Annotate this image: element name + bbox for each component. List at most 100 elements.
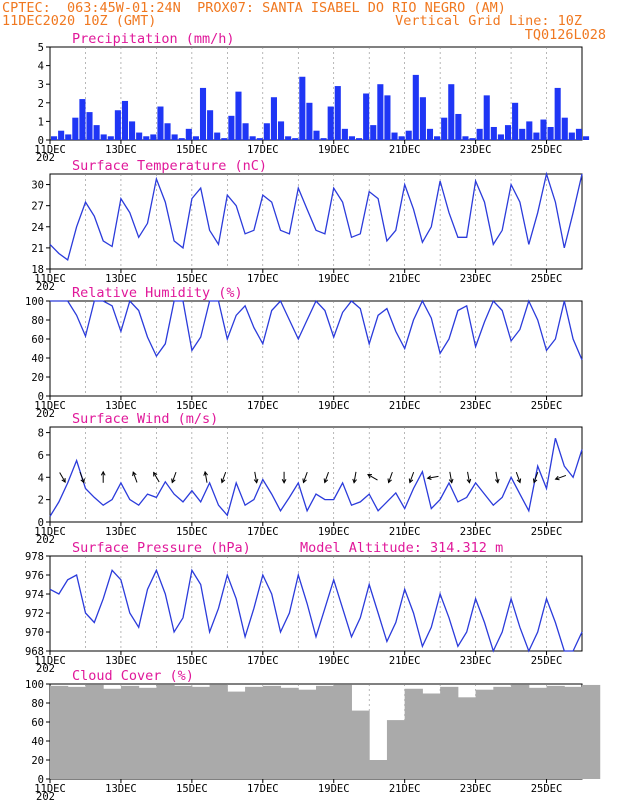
x-tick-label: 21DEC bbox=[389, 273, 421, 285]
precip-bar bbox=[547, 126, 554, 140]
precip-bar bbox=[185, 128, 192, 140]
precip-bar bbox=[285, 136, 292, 140]
precip-bar bbox=[455, 113, 462, 140]
x-tick-label: 17DEC bbox=[247, 400, 279, 412]
x-year-label: 202 bbox=[36, 791, 55, 800]
cloud-cover-bar bbox=[227, 691, 246, 779]
precip-bar bbox=[377, 84, 384, 140]
wind-arrow-head bbox=[203, 470, 208, 476]
x-tick-label: 11DEC bbox=[34, 400, 66, 412]
x-tick-label: 25DEC bbox=[531, 273, 563, 285]
precip-bar bbox=[575, 128, 582, 140]
panel-title: Relative Humidity (%) bbox=[72, 285, 243, 301]
wind-arrow-head bbox=[323, 478, 329, 484]
panel-0 bbox=[46, 46, 590, 144]
series-line bbox=[49, 568, 583, 653]
wind-arrow-head bbox=[302, 478, 307, 484]
x-tick-label: 15DEC bbox=[176, 400, 208, 412]
wind-arrow-head bbox=[554, 475, 560, 481]
wind-arrow bbox=[367, 474, 378, 481]
precip-bar bbox=[65, 134, 72, 140]
cloud-cover-bar bbox=[493, 686, 512, 779]
wind-arrow-head bbox=[132, 471, 137, 477]
wind-arrow bbox=[427, 475, 439, 479]
wind-arrow-head bbox=[448, 478, 454, 484]
x-tick-label: 23DEC bbox=[460, 526, 492, 538]
precip-bar bbox=[334, 86, 341, 140]
x-tick-label: 17DEC bbox=[247, 655, 279, 667]
x-tick-label: 25DEC bbox=[531, 144, 563, 156]
precip-bar bbox=[519, 128, 526, 140]
precip-bar bbox=[561, 117, 568, 140]
precip-bar bbox=[242, 123, 249, 140]
wind-arrow-head bbox=[494, 478, 500, 484]
cloud-cover-bar bbox=[138, 687, 157, 779]
x-tick-label: 15DEC bbox=[176, 144, 208, 156]
precip-bar bbox=[228, 115, 235, 140]
y-tick-label: 0 bbox=[38, 135, 44, 147]
x-tick-label: 21DEC bbox=[389, 655, 421, 667]
cloud-cover-bar bbox=[564, 686, 583, 779]
precip-bar bbox=[129, 121, 136, 140]
y-tick-label: 27 bbox=[31, 201, 44, 213]
x-tick-label: 17DEC bbox=[247, 526, 279, 538]
wind-arrow-head bbox=[516, 478, 522, 484]
precip-bar bbox=[150, 134, 157, 140]
y-tick-label: 972 bbox=[25, 608, 44, 620]
x-tick-label: 19DEC bbox=[318, 655, 350, 667]
panel-title: Precipitation (mm/h) bbox=[72, 31, 235, 47]
y-tick-label: 1 bbox=[38, 116, 44, 128]
x-tick-label: 11DEC bbox=[34, 655, 66, 667]
x-tick-label: 25DEC bbox=[531, 655, 563, 667]
precip-bar bbox=[504, 125, 512, 140]
precip-bar bbox=[356, 138, 363, 140]
y-tick-label: 0 bbox=[38, 774, 44, 786]
y-tick-label: 6 bbox=[38, 450, 44, 462]
cloud-cover-bar bbox=[511, 684, 530, 779]
precip-bar bbox=[292, 138, 299, 140]
wind-arrow bbox=[467, 471, 470, 483]
x-tick-label: 21DEC bbox=[389, 144, 421, 156]
precip-bar bbox=[419, 97, 426, 140]
precip-bar bbox=[426, 128, 434, 140]
precip-bar bbox=[483, 95, 490, 140]
precip-bar bbox=[434, 136, 441, 140]
cloud-cover-bar bbox=[280, 687, 299, 779]
cloud-cover-bar bbox=[174, 685, 193, 779]
cloud-cover-bar bbox=[103, 688, 122, 779]
x-tick-label: 13DEC bbox=[105, 144, 137, 156]
cloud-cover-bar bbox=[50, 685, 69, 779]
panel-title: Surface Wind (m/s) bbox=[72, 411, 218, 427]
y-tick-label: 970 bbox=[25, 627, 44, 639]
x-tick-label: 17DEC bbox=[247, 273, 279, 285]
panel-2 bbox=[46, 299, 583, 400]
model-altitude-label: Model Altitude: 314.312 m bbox=[300, 540, 503, 556]
precip-bar bbox=[277, 121, 285, 140]
precip-bar bbox=[263, 123, 270, 140]
precip-bar bbox=[171, 134, 178, 140]
y-tick-label: 20 bbox=[31, 755, 44, 767]
panel-1 bbox=[46, 171, 583, 273]
x-year-label: 202 bbox=[36, 281, 55, 293]
precip-bar bbox=[214, 132, 221, 140]
y-tick-label: 2 bbox=[38, 98, 44, 110]
x-tick-label: 19DEC bbox=[318, 783, 350, 795]
x-tick-label: 11DEC bbox=[34, 526, 66, 538]
y-tick-label: 0 bbox=[38, 391, 44, 403]
header-grid-line: Vertical Grid Line: 10Z bbox=[395, 13, 582, 29]
precip-bar bbox=[476, 128, 483, 140]
wind-arrow bbox=[555, 474, 567, 480]
y-tick-label: 978 bbox=[25, 551, 44, 563]
precip-bar bbox=[583, 136, 590, 140]
y-tick-label: 100 bbox=[25, 679, 44, 691]
x-tick-label: 15DEC bbox=[176, 655, 208, 667]
wind-arrow bbox=[303, 471, 308, 483]
wind-arrow-head bbox=[408, 478, 414, 484]
wind-arrow bbox=[324, 471, 329, 483]
precip-bar bbox=[270, 97, 277, 140]
precip-bar bbox=[221, 138, 228, 140]
precip-bar bbox=[143, 136, 150, 140]
panel-frame bbox=[49, 426, 583, 523]
wind-arrow bbox=[515, 471, 521, 483]
x-tick-label: 13DEC bbox=[105, 526, 137, 538]
